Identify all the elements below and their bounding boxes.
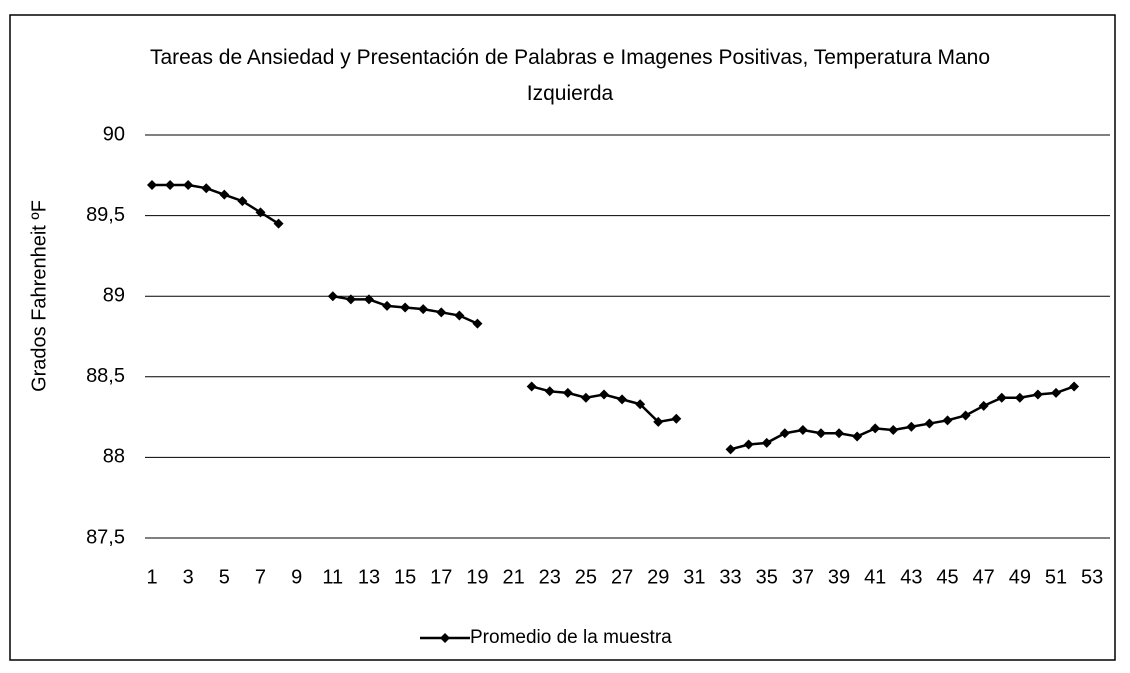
data-point xyxy=(183,179,194,190)
data-point xyxy=(635,399,646,410)
data-point xyxy=(327,291,338,302)
x-tick-label: 47 xyxy=(973,566,995,588)
data-point xyxy=(834,428,845,439)
data-point xyxy=(363,294,374,305)
x-tick-label: 27 xyxy=(611,566,633,588)
data-point xyxy=(1032,389,1043,400)
y-axis-label: Grados Fahrenheit ºF xyxy=(28,200,50,392)
x-tick-label: 45 xyxy=(936,566,958,588)
data-point xyxy=(815,428,826,439)
data-point xyxy=(165,179,176,190)
data-point xyxy=(779,428,790,439)
data-point xyxy=(1069,381,1080,392)
data-point xyxy=(978,400,989,411)
data-point xyxy=(1014,392,1025,403)
x-tick-label: 25 xyxy=(575,566,597,588)
x-tick-label: 21 xyxy=(502,566,524,588)
data-point xyxy=(255,207,266,218)
data-point xyxy=(942,415,953,426)
data-point xyxy=(870,423,881,434)
x-tick-label: 35 xyxy=(756,566,778,588)
data-point xyxy=(201,183,212,194)
legend-label: Promedio de la muestra xyxy=(470,627,672,648)
data-point xyxy=(436,307,447,318)
data-point xyxy=(526,381,537,392)
x-tick-label: 13 xyxy=(358,566,380,588)
x-tick-label: 17 xyxy=(430,566,452,588)
data-point xyxy=(382,300,393,311)
x-tick-label: 49 xyxy=(1009,566,1031,588)
data-point xyxy=(852,431,863,442)
chart-title: Tareas de Ansiedad y Presentación de Pal… xyxy=(149,46,991,105)
data-point xyxy=(1051,387,1061,398)
data-point xyxy=(345,294,356,305)
x-tick-label: 37 xyxy=(792,566,814,588)
data-point xyxy=(418,304,429,315)
x-tick-label: 1 xyxy=(146,566,157,588)
y-tick-label: 90 xyxy=(103,123,125,145)
data-point xyxy=(273,218,284,229)
data-point xyxy=(888,424,899,435)
data-point xyxy=(219,189,230,200)
x-tick-label: 39 xyxy=(828,566,850,588)
x-tick-label: 33 xyxy=(719,566,741,588)
data-point xyxy=(743,439,754,450)
y-tick-label: 88 xyxy=(103,446,125,468)
x-tick-label: 15 xyxy=(394,566,416,588)
x-tick-label: 43 xyxy=(900,566,922,588)
y-tick-label: 89,5 xyxy=(86,204,125,226)
data-point xyxy=(562,387,573,398)
y-tick-label: 87,5 xyxy=(86,526,125,548)
legend-marker xyxy=(440,633,450,643)
data-point xyxy=(599,389,609,400)
x-tick-label: 23 xyxy=(539,566,561,588)
x-tick-label: 19 xyxy=(466,566,488,588)
data-point xyxy=(996,392,1007,403)
y-tick-label: 88,5 xyxy=(86,365,125,387)
data-point xyxy=(960,410,971,421)
x-tick-label: 51 xyxy=(1045,566,1067,588)
data-point xyxy=(147,179,157,190)
data-point xyxy=(454,310,465,321)
x-tick-label: 3 xyxy=(183,566,194,588)
x-tick-label: 29 xyxy=(647,566,669,588)
x-tick-label: 31 xyxy=(683,566,705,588)
data-point xyxy=(472,318,483,329)
series-line xyxy=(152,183,1075,451)
x-tick-label: 7 xyxy=(255,566,266,588)
x-tick-label: 5 xyxy=(219,566,230,588)
data-point xyxy=(761,437,772,448)
data-point xyxy=(906,421,917,432)
data-point xyxy=(580,392,591,403)
x-tick-label: 41 xyxy=(864,566,886,588)
data-point xyxy=(653,416,664,427)
x-tick-label: 11 xyxy=(322,566,343,588)
data-point xyxy=(237,196,248,207)
data-point xyxy=(617,394,628,405)
data-point xyxy=(671,413,682,424)
data-point xyxy=(797,424,808,435)
y-tick-label: 89 xyxy=(103,284,125,306)
data-point xyxy=(544,386,555,397)
data-point xyxy=(924,418,935,429)
data-point xyxy=(400,302,411,313)
x-tick-label: 53 xyxy=(1081,566,1103,588)
data-point xyxy=(725,444,736,455)
chart-frame xyxy=(9,14,1116,661)
x-tick-label: 9 xyxy=(291,566,302,588)
